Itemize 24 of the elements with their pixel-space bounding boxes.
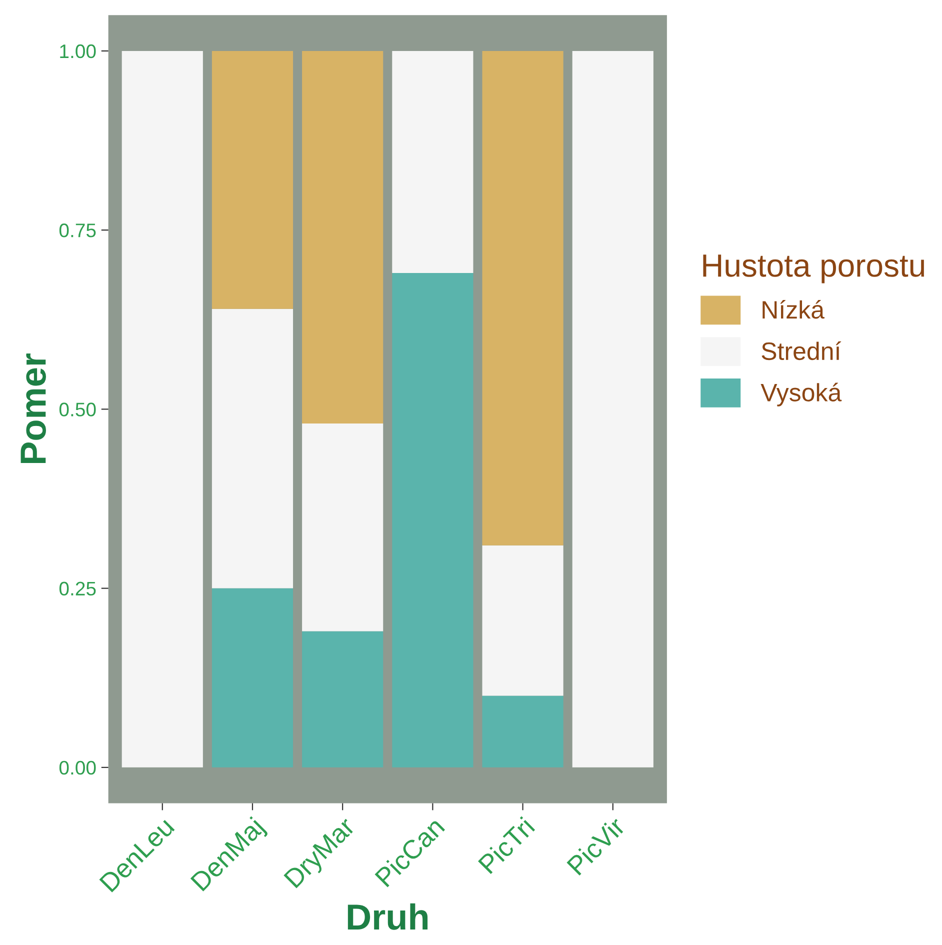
bar bbox=[302, 50, 384, 424]
y-tick-label: 0.50 bbox=[59, 402, 96, 416]
bar bbox=[302, 424, 384, 632]
bar bbox=[392, 50, 474, 274]
y-axis-title: Pomer bbox=[20, 354, 46, 463]
legend-label: Vysoká bbox=[760, 382, 842, 406]
legend-label: Nízká bbox=[762, 300, 825, 319]
bar bbox=[482, 696, 564, 768]
bar bbox=[482, 50, 564, 546]
legend-label: Strední bbox=[762, 341, 842, 360]
bar bbox=[122, 50, 203, 768]
y-tick-label: 1.00 bbox=[60, 44, 96, 58]
y-tick-label: 0.75 bbox=[59, 224, 96, 238]
y-tick-label: 0.25 bbox=[59, 582, 96, 596]
bar bbox=[392, 273, 474, 768]
y-tick-label: 0.00 bbox=[59, 760, 96, 775]
bar bbox=[212, 50, 294, 309]
bar bbox=[302, 631, 384, 768]
x-axis-title: Druh bbox=[348, 903, 428, 930]
bar bbox=[212, 308, 294, 588]
legend-title: Hustota porostu bbox=[703, 254, 924, 284]
bar bbox=[482, 545, 564, 696]
bar bbox=[212, 588, 294, 768]
bar bbox=[572, 50, 654, 768]
